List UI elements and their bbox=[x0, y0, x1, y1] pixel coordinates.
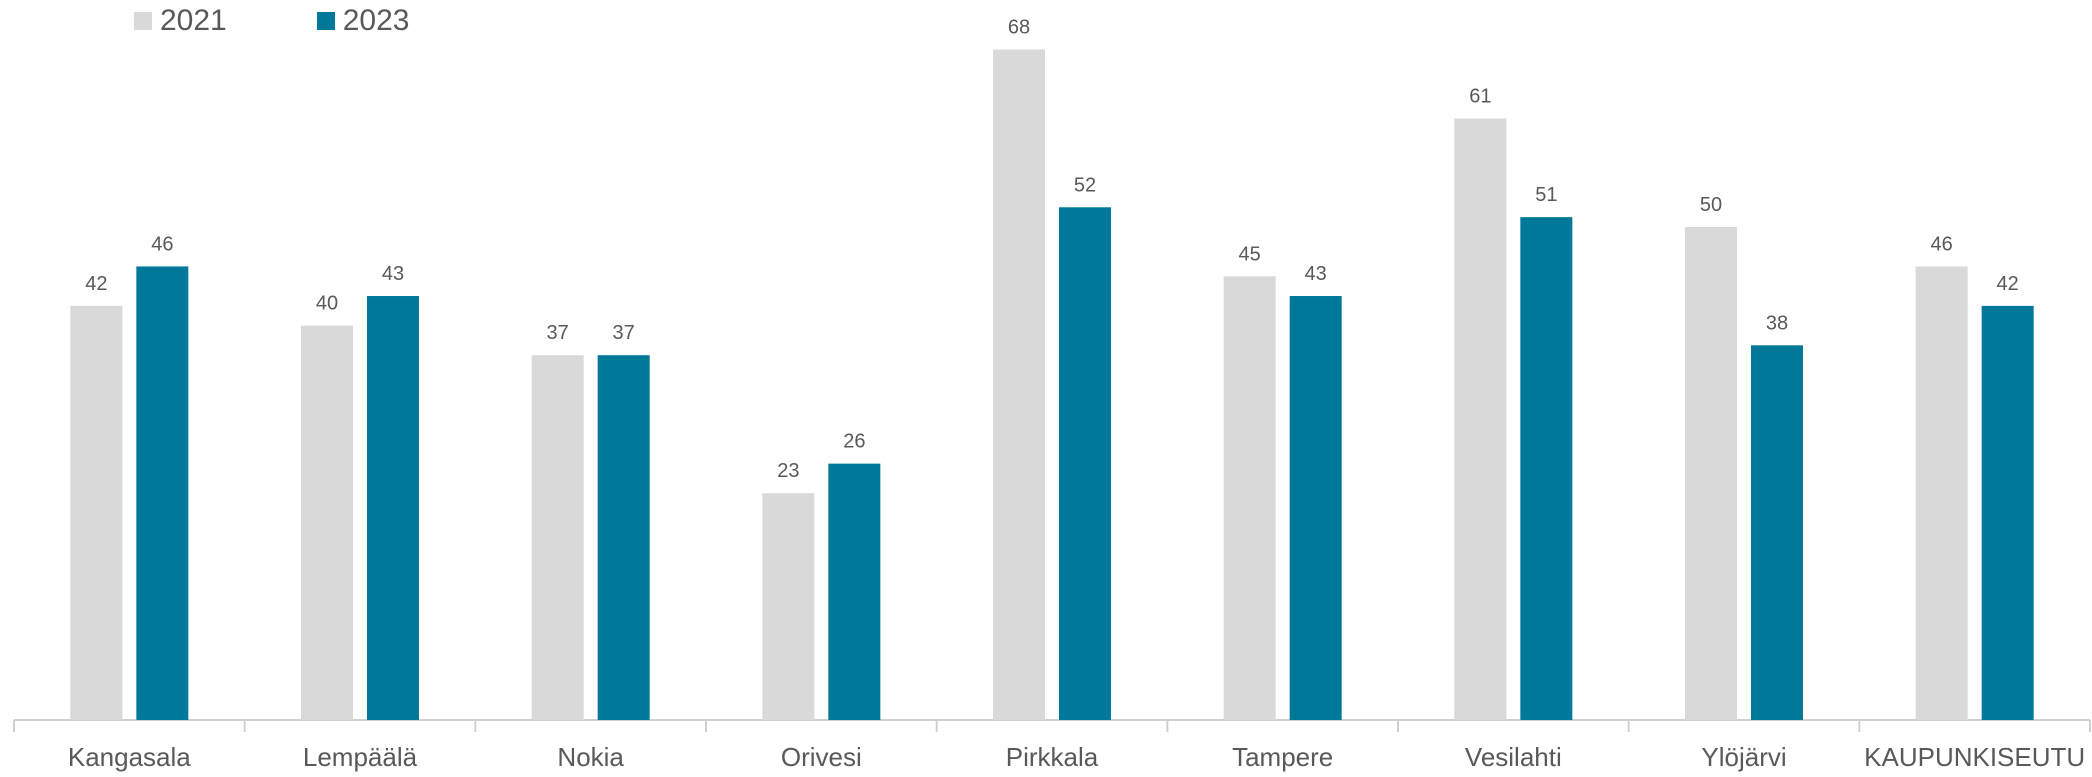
data-label-2021-3: 23 bbox=[777, 460, 799, 482]
bar-2023-4 bbox=[1059, 207, 1111, 720]
legend-label-2021: 2021 bbox=[160, 4, 227, 37]
legend-label-2023: 2023 bbox=[342, 4, 410, 37]
x-tick-label-3: Orivesi bbox=[781, 742, 862, 772]
data-label-2021-8: 46 bbox=[1931, 233, 1953, 255]
bar-2021-7 bbox=[1685, 227, 1737, 720]
x-tick-label-4: Pirkkala bbox=[1006, 742, 1099, 772]
data-label-2023-3: 26 bbox=[843, 431, 865, 453]
data-label-2021-7: 50 bbox=[1700, 194, 1722, 216]
bar-2021-0 bbox=[70, 305, 123, 720]
bar-2023-2 bbox=[597, 355, 650, 720]
bar-2023-7 bbox=[1751, 345, 1803, 720]
bar-2021-6 bbox=[1454, 118, 1507, 721]
data-label-2023-2: 37 bbox=[613, 322, 635, 344]
legend-swatch-2023 bbox=[316, 12, 335, 30]
x-tick-label-7: Ylöjärvi bbox=[1701, 742, 1786, 772]
data-label-2021-6: 61 bbox=[1469, 86, 1491, 108]
data-label-2023-1: 43 bbox=[382, 263, 404, 285]
bar-2023-5 bbox=[1289, 296, 1342, 720]
data-label-2021-1: 40 bbox=[316, 293, 338, 315]
bar-2023-3 bbox=[828, 463, 881, 720]
data-label-2023-4: 52 bbox=[1074, 174, 1096, 196]
bar-2023-0 bbox=[136, 266, 189, 720]
x-tick-label-1: Lempäälä bbox=[303, 742, 418, 772]
bar-2023-8 bbox=[1981, 305, 2034, 720]
data-label-2021-4: 68 bbox=[1008, 17, 1030, 39]
legend-item-2021: 2021 bbox=[134, 4, 227, 38]
bar-2021-2 bbox=[531, 355, 584, 720]
bar-2021-8 bbox=[1915, 266, 1968, 720]
bar-2023-6 bbox=[1520, 217, 1573, 720]
data-label-2023-6: 51 bbox=[1535, 184, 1557, 206]
data-label-2023-8: 42 bbox=[1997, 273, 2019, 295]
bar-2021-4 bbox=[993, 49, 1045, 720]
legend-swatch-2021 bbox=[134, 12, 152, 30]
data-label-2023-0: 46 bbox=[151, 233, 173, 255]
data-label-2023-7: 38 bbox=[1766, 312, 1788, 334]
bar-2023-1 bbox=[367, 296, 419, 720]
x-tick-label-0: Kangasala bbox=[68, 742, 191, 772]
x-tick-label-5: Tampere bbox=[1232, 742, 1333, 772]
data-label-2023-5: 43 bbox=[1305, 263, 1327, 285]
x-tick-label-2: Nokia bbox=[557, 742, 624, 772]
bar-2021-5 bbox=[1223, 276, 1276, 720]
x-tick-label-6: Vesilahti bbox=[1465, 742, 1562, 772]
data-label-2021-2: 37 bbox=[547, 322, 569, 344]
bar-2021-3 bbox=[762, 493, 815, 720]
legend-item-2023: 2023 bbox=[316, 4, 410, 38]
data-label-2021-5: 45 bbox=[1239, 243, 1261, 265]
x-tick-label-8: KAUPUNKISEUTU bbox=[1864, 742, 2085, 772]
legend: 2021 2023 bbox=[134, 4, 410, 38]
bar-2021-1 bbox=[301, 325, 353, 720]
data-label-2021-0: 42 bbox=[85, 273, 107, 295]
